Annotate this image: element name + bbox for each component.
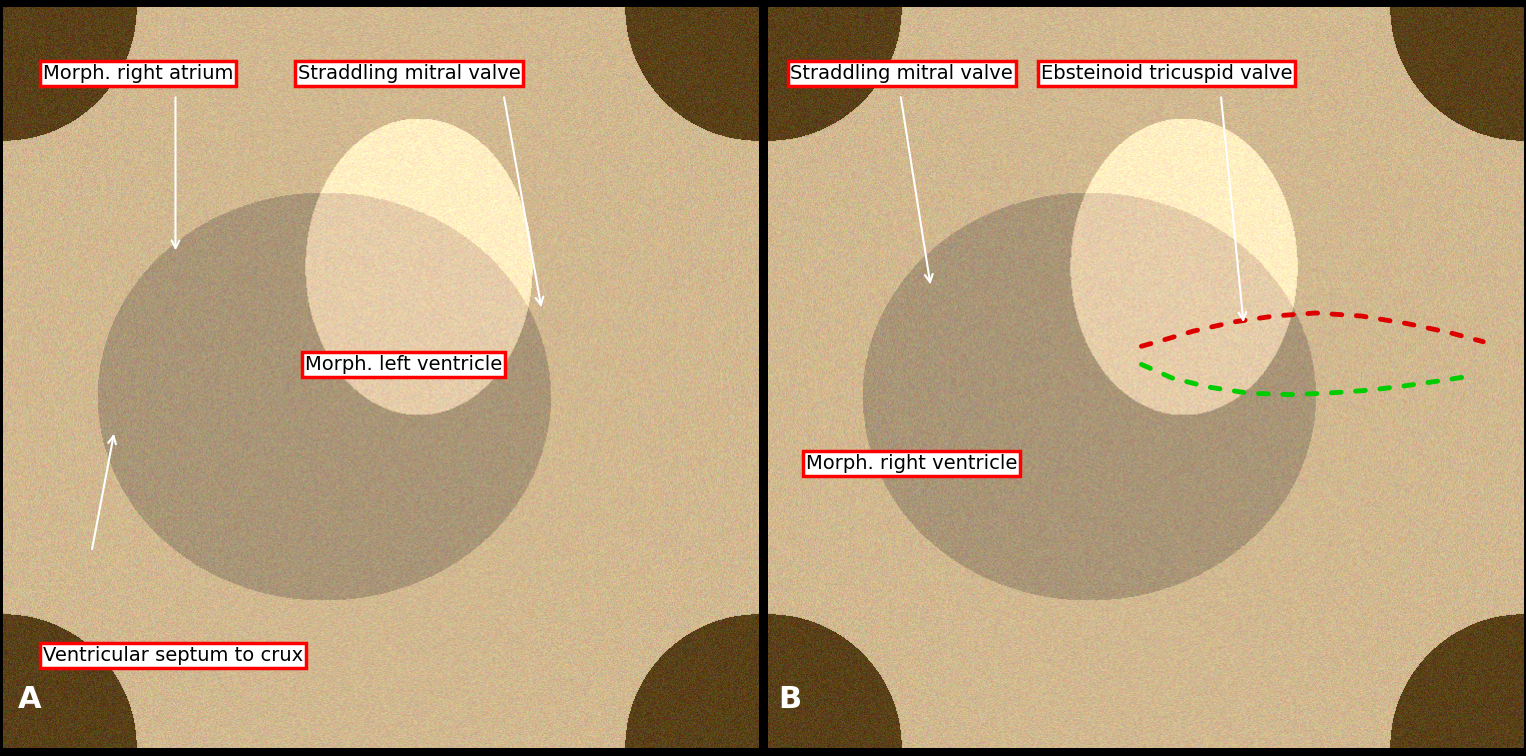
Text: Straddling mitral valve: Straddling mitral valve [790, 64, 1013, 83]
Text: Morph. left ventricle: Morph. left ventricle [305, 355, 502, 374]
Text: B: B [778, 686, 801, 714]
Text: Morph. right ventricle: Morph. right ventricle [806, 454, 1018, 472]
Text: Straddling mitral valve: Straddling mitral valve [298, 64, 520, 83]
Text: Morph. right atrium: Morph. right atrium [43, 64, 233, 83]
Text: A: A [18, 686, 41, 714]
Text: Ebsteinoid tricuspid valve: Ebsteinoid tricuspid valve [1041, 64, 1293, 83]
Text: Ventricular septum to crux: Ventricular septum to crux [43, 646, 302, 665]
